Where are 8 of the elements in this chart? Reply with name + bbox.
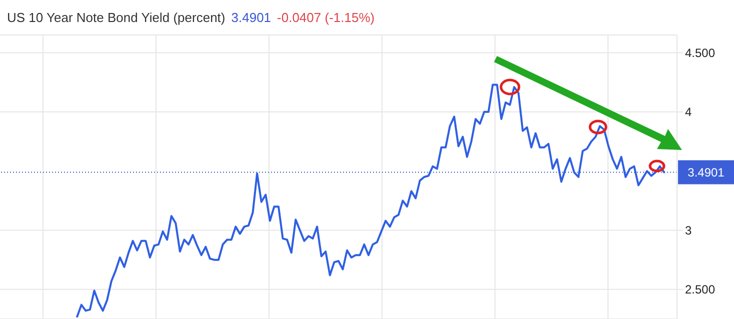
chart-title: US 10 Year Note Bond Yield (percent) xyxy=(7,10,226,25)
text: 3.4901 xyxy=(231,10,272,25)
ref-line-label: 3.4901 xyxy=(688,165,725,180)
y-tick-label: 3 xyxy=(685,224,692,238)
y-tick-label: 4 xyxy=(685,105,692,120)
text: -0.0407 (-1.15%) xyxy=(277,10,375,25)
y-tick-label: 4.500 xyxy=(685,46,716,60)
y-tick-label: 2.500 xyxy=(685,282,716,297)
